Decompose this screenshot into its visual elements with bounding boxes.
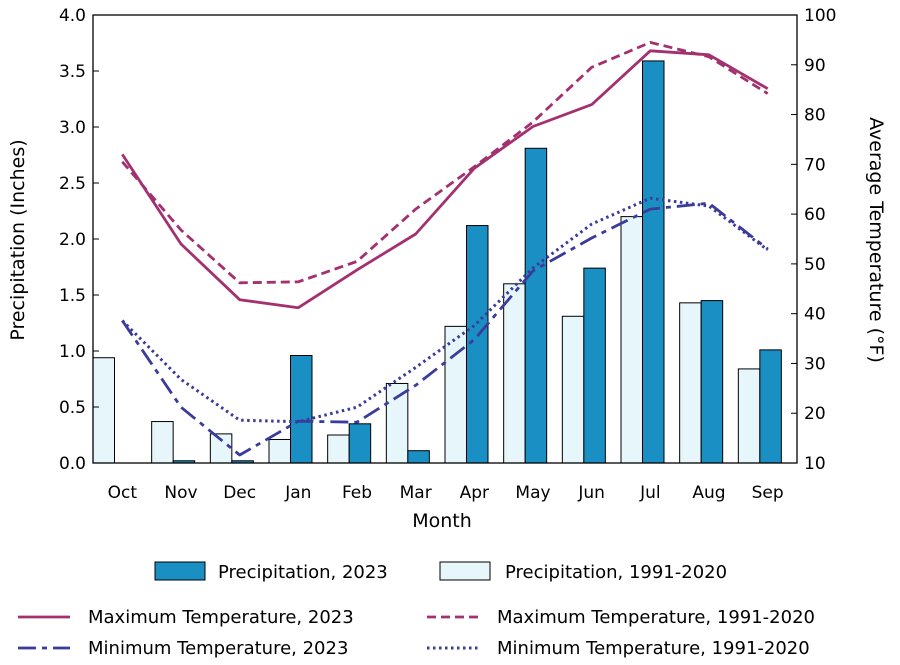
x-axis: Oct Nov Dec Jan Feb Mar Apr May Jun Jul Aug Sep: [108, 483, 784, 503]
line-layer: [121, 41, 769, 457]
left-tick-label: 2.5: [59, 174, 86, 194]
right-tick-label: 30: [804, 354, 826, 374]
left-tick-label: 3.5: [59, 62, 86, 82]
legend-label: Precipitation, 2023: [218, 562, 388, 583]
legend-item-minimum-temperature-2023: Minimum Temperature, 2023: [18, 638, 348, 659]
legend-label: Maximum Temperature, 2023: [88, 607, 354, 628]
bar-normal-feb: [327, 434, 350, 464]
bar-normal-may: [503, 283, 526, 464]
legend-item-maximum-temperature-2023: Maximum Temperature, 2023: [18, 607, 354, 628]
legend-swatch: [439, 561, 491, 581]
x-tick-label-jan: Jan: [284, 483, 311, 503]
right-tick-label: 80: [804, 106, 826, 126]
bar-normal-oct: [92, 357, 115, 464]
left-axis-title: Precipitation (Inches): [7, 139, 29, 340]
x-axis-title: Month: [412, 510, 472, 532]
bar-normal-jun: [561, 315, 585, 464]
left-tick-label: 0.5: [59, 398, 86, 418]
x-tick-label-dec: Dec: [223, 483, 256, 503]
legend-item-maximum-temperature-1991-2020: Maximum Temperature, 1991-2020: [427, 607, 815, 628]
right-tick-label: 20: [804, 404, 826, 424]
legend: Precipitation, 2023 Precipitation, 1991-2…: [18, 561, 815, 659]
right-tick-label: 60: [804, 205, 826, 225]
right-tick-label: 50: [804, 255, 826, 275]
bar-2023-jul: [642, 60, 665, 464]
bar-layer: [92, 60, 782, 464]
bar-2023-jun: [583, 267, 606, 464]
line-maximum-temperature-2023: [121, 49, 769, 310]
x-tick-label-oct: Oct: [108, 483, 138, 503]
legend-label: Minimum Temperature, 1991-2020: [497, 638, 810, 659]
left-tick-label: 1.0: [59, 342, 86, 362]
left-tick-label: 1.5: [59, 286, 86, 306]
legend-label: Minimum Temperature, 2023: [88, 638, 348, 659]
right-tick-label: 90: [804, 56, 826, 76]
x-tick-label-jul: Jul: [639, 483, 661, 503]
bar-normal-sep: [737, 368, 761, 464]
bar-2023-jan: [290, 354, 313, 464]
legend-label: Maximum Temperature, 1991-2020: [497, 607, 815, 628]
x-tick-label-jun: Jun: [577, 483, 605, 503]
right-tick-label: 10: [804, 454, 826, 474]
bar-2023-mar: [407, 450, 430, 464]
bar-normal-jan: [268, 438, 291, 464]
x-tick-label-apr: Apr: [460, 483, 489, 503]
bar-2023-sep: [759, 349, 782, 464]
x-tick-label-nov: Nov: [164, 483, 197, 503]
bar-2023-apr: [466, 225, 489, 464]
x-tick-label-sep: Sep: [752, 483, 784, 503]
left-axis: 0.0 0.5 1.0 1.5 2.0 2.5 3.0 3.5 4.0: [59, 6, 99, 474]
bar-normal-jul: [620, 216, 643, 464]
x-tick-label-aug: Aug: [692, 483, 725, 503]
line-minimum-temperature-2023: [121, 201, 769, 457]
line-maximum-temperature-1991-2020: [121, 41, 769, 285]
legend-item-precipitation-2023: Precipitation, 2023: [154, 561, 388, 583]
bar-2023-aug: [700, 300, 724, 464]
legend-item-minimum-temperature-1991-2020: Minimum Temperature, 1991-2020: [427, 638, 810, 659]
left-tick-label: 3.0: [59, 118, 86, 138]
bar-normal-aug: [679, 302, 702, 464]
x-tick-label-may: May: [515, 483, 550, 503]
left-tick-label: 2.0: [59, 230, 86, 250]
left-tick-label: 0.0: [59, 454, 86, 474]
right-axis: 10 20 30 40 50 60 70 80 90 100: [791, 6, 836, 474]
left-tick-label: 4.0: [59, 6, 86, 26]
legend-label: Precipitation, 1991-2020: [505, 562, 727, 583]
x-tick-label-feb: Feb: [342, 483, 372, 503]
right-axis-title: Average Temperature (°F): [865, 117, 887, 363]
right-tick-label: 100: [804, 6, 836, 26]
bar-2023-feb: [348, 423, 372, 464]
legend-item-precipitation-1991-2020: Precipitation, 1991-2020: [439, 561, 727, 583]
right-tick-label: 70: [804, 155, 826, 175]
bar-2023-may: [524, 147, 548, 464]
bar-normal-nov: [151, 421, 174, 464]
x-tick-label-mar: Mar: [400, 483, 432, 503]
legend-swatch: [154, 561, 206, 581]
right-tick-label: 40: [804, 305, 826, 325]
